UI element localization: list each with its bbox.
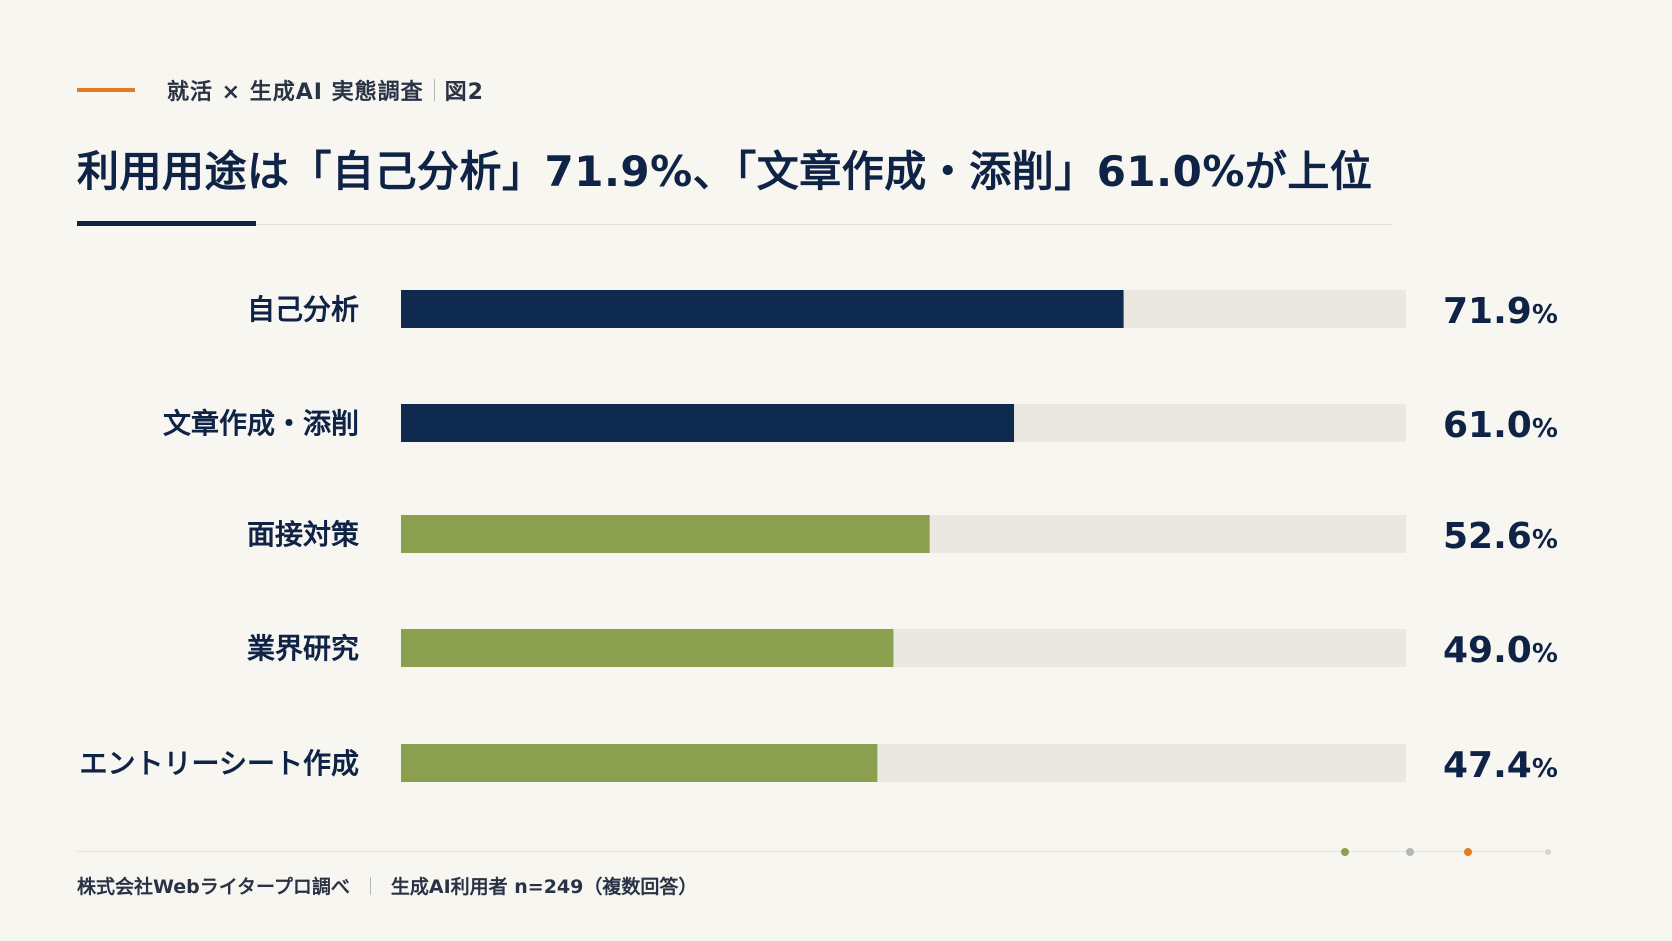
value-label: 47.4% bbox=[1443, 745, 1558, 786]
title-underline bbox=[77, 224, 1393, 225]
page-dot-light bbox=[1545, 849, 1551, 855]
category-label: 文章作成・添削 bbox=[163, 407, 359, 440]
page-dot-gray bbox=[1406, 848, 1414, 856]
kicker-divider bbox=[433, 79, 435, 101]
bar bbox=[401, 515, 930, 553]
value-label: 52.6% bbox=[1443, 516, 1558, 557]
category-label: 面接対策 bbox=[247, 518, 359, 551]
bar bbox=[401, 404, 1015, 442]
page-dot-green bbox=[1341, 848, 1349, 856]
footer: 株式会社Webライタープロ調べ 生成AI利用者 n=249（複数回答） bbox=[77, 872, 697, 899]
sample-note: 生成AI利用者 n=249（複数回答） bbox=[390, 876, 698, 898]
category-label: エントリーシート作成 bbox=[80, 747, 359, 780]
category-label: 業界研究 bbox=[247, 632, 359, 665]
source-note: 株式会社Webライタープロ調べ bbox=[77, 876, 350, 898]
kicker-text: 就活 × 生成AI 実態調査 bbox=[167, 80, 424, 105]
title-underline-accent bbox=[77, 221, 256, 226]
kicker-accent-line bbox=[77, 88, 135, 92]
figure-label: 図2 bbox=[444, 80, 484, 105]
value-label: 71.9% bbox=[1443, 291, 1558, 332]
value-label: 61.0% bbox=[1443, 405, 1558, 446]
bar bbox=[401, 744, 878, 782]
page-dot-orange bbox=[1464, 848, 1472, 856]
category-label: 自己分析 bbox=[247, 293, 359, 326]
bar bbox=[401, 629, 894, 667]
bar bbox=[401, 290, 1124, 328]
value-label: 49.0% bbox=[1443, 630, 1558, 671]
footer-divider bbox=[77, 851, 1547, 852]
page-title: 利用用途は「自己分析」71.9%、「文章作成・添削」61.0%が上位 bbox=[77, 147, 1373, 196]
footer-separator bbox=[369, 876, 371, 895]
kicker: 就活 × 生成AI 実態調査 図2 bbox=[77, 72, 484, 108]
